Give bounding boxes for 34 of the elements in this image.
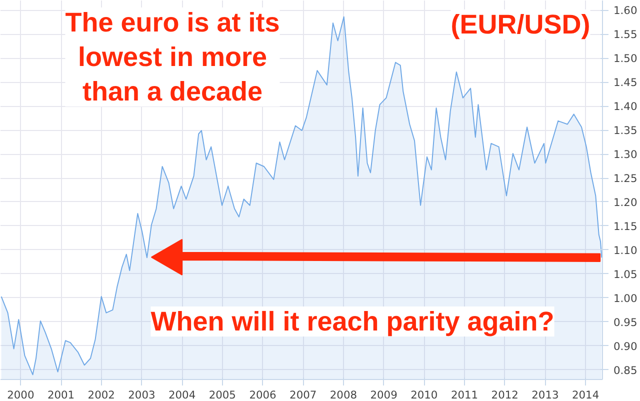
x-tick-label: 2011	[450, 388, 478, 401]
y-tick-label: 1.45	[614, 76, 638, 90]
x-tick-label: 2004	[168, 388, 196, 401]
x-tick-label: 2010	[410, 388, 438, 401]
annotation: When will it reach parity again?	[150, 306, 554, 336]
y-tick-label: 1.35	[614, 124, 638, 138]
x-tick-label: 2013	[532, 388, 559, 401]
x-tick-label: 2001	[47, 388, 75, 401]
annotation: (EUR/USD)	[450, 10, 590, 40]
y-tick-label: 0.95	[614, 316, 638, 329]
y-tick-label: 1.60	[614, 4, 638, 18]
y-tick-label: 1.15	[614, 220, 638, 233]
x-tick-label: 2008	[330, 388, 358, 401]
y-tick-label: 1.40	[614, 100, 638, 114]
x-tick-label: 2007	[290, 388, 317, 401]
annotation: The euro is at its lowest in more than a decade	[65, 8, 280, 106]
x-tick-label: 2005	[208, 388, 236, 401]
x-tick-label: 2000	[7, 388, 34, 401]
x-tick-label: 2003	[128, 388, 156, 401]
y-tick-label: 1.30	[614, 148, 638, 162]
x-tick-label: 2012	[491, 388, 518, 401]
y-tick-label: 1.10	[614, 244, 638, 257]
y-tick-label: 1.05	[614, 268, 638, 281]
x-tick-label: 2014	[572, 388, 600, 401]
y-tick-label: 1.20	[614, 196, 638, 209]
y-tick-label: 1.25	[614, 172, 638, 186]
y-tick-label: 0.85	[614, 364, 638, 377]
y-tick-label: 1.50	[614, 52, 638, 66]
y-tick-label: 1.55	[614, 28, 638, 42]
y-tick-label: 1.00	[614, 292, 638, 305]
y-tick-label: 0.90	[614, 340, 638, 353]
x-tick-label: 2006	[249, 388, 277, 401]
x-tick-label: 2002	[88, 388, 115, 401]
x-tick-label: 2009	[370, 388, 398, 401]
